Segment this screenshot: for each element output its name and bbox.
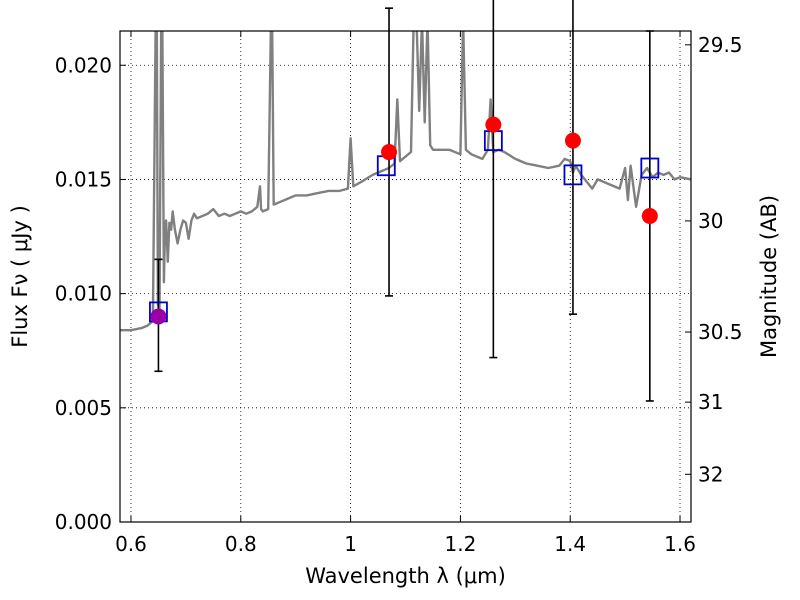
- x-tick-label: 1: [344, 532, 357, 556]
- model-box: [640, 157, 660, 179]
- plot-background: [120, 31, 691, 522]
- plot-frame: [119, 30, 692, 523]
- y2-axis-label: Magnitude (AB): [757, 195, 781, 358]
- y-tick-label: 0.000: [55, 510, 112, 534]
- y-tick-label: 0.005: [55, 396, 112, 420]
- x-tick-label: 1.4: [554, 532, 586, 556]
- ticks: 0.6 0.8 1 1.2 1.4 1.6 0.000 0.005 0.010 0.015 0.02…: [55, 31, 743, 556]
- observed-point: [381, 144, 398, 161]
- x-axis-label: Wavelength λ (μm): [305, 564, 506, 588]
- y-tick-label: 0.010: [55, 282, 112, 306]
- y-tick-label: 0.015: [55, 167, 112, 191]
- observed-point: [564, 132, 581, 149]
- mag-tick-label: 30.5: [698, 320, 743, 344]
- observed-point: [641, 207, 658, 224]
- mag-tick-label: 32: [698, 462, 723, 486]
- observed-point: [485, 116, 502, 133]
- mag-tick-label: 29.5: [698, 33, 743, 57]
- x-tick-label: 1.6: [664, 532, 696, 556]
- y-axis-label: Flux Fν ( μJy ): [8, 205, 32, 348]
- x-tick-label: 0.8: [225, 532, 257, 556]
- model-box: [563, 164, 583, 186]
- x-tick-label: 0.6: [115, 532, 147, 556]
- observed-point: [150, 308, 167, 325]
- mag-tick-label: 30: [698, 209, 723, 233]
- x-tick-label: 1.2: [444, 532, 476, 556]
- observed-series: [150, 116, 658, 325]
- y-tick-label: 0.020: [55, 53, 112, 77]
- mag-tick-label: 31: [698, 390, 723, 414]
